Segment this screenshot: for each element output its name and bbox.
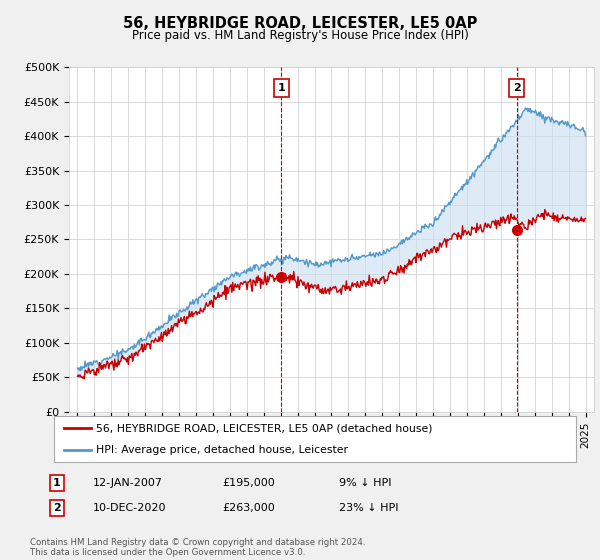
Text: 23% ↓ HPI: 23% ↓ HPI	[339, 503, 398, 513]
Text: £195,000: £195,000	[222, 478, 275, 488]
Text: 56, HEYBRIDGE ROAD, LEICESTER, LE5 0AP (detached house): 56, HEYBRIDGE ROAD, LEICESTER, LE5 0AP (…	[96, 423, 432, 433]
Text: Contains HM Land Registry data © Crown copyright and database right 2024.
This d: Contains HM Land Registry data © Crown c…	[30, 538, 365, 557]
Text: HPI: Average price, detached house, Leicester: HPI: Average price, detached house, Leic…	[96, 445, 348, 455]
Text: £263,000: £263,000	[222, 503, 275, 513]
Text: 10-DEC-2020: 10-DEC-2020	[93, 503, 167, 513]
Text: 2: 2	[513, 83, 520, 93]
Text: 12-JAN-2007: 12-JAN-2007	[93, 478, 163, 488]
Text: 56, HEYBRIDGE ROAD, LEICESTER, LE5 0AP: 56, HEYBRIDGE ROAD, LEICESTER, LE5 0AP	[123, 16, 477, 31]
Text: 2: 2	[53, 503, 61, 513]
Text: 9% ↓ HPI: 9% ↓ HPI	[339, 478, 391, 488]
Text: 1: 1	[277, 83, 285, 93]
Text: Price paid vs. HM Land Registry's House Price Index (HPI): Price paid vs. HM Land Registry's House …	[131, 29, 469, 42]
Text: 1: 1	[53, 478, 61, 488]
